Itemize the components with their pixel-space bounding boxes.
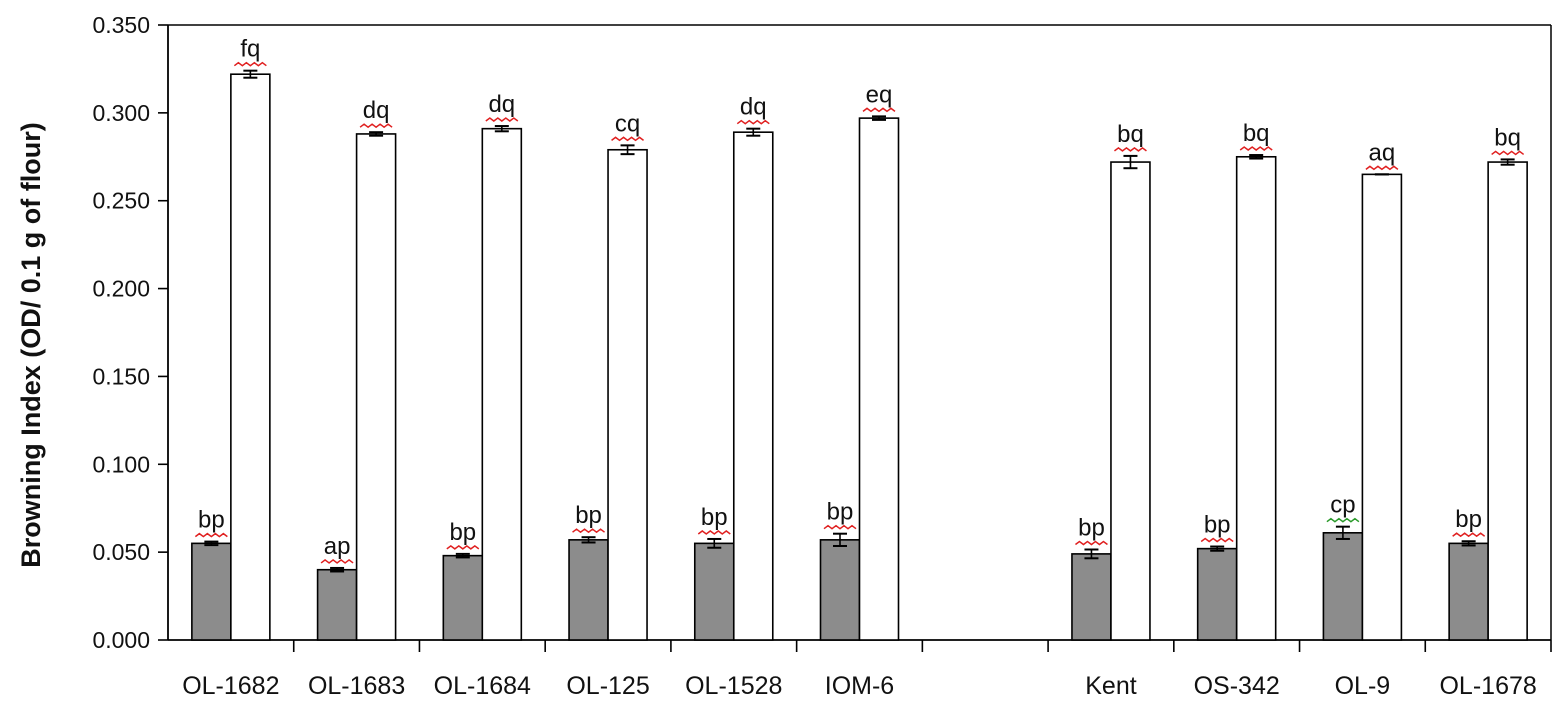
bar-white	[607, 148, 648, 641]
spellcheck-squiggle	[1200, 537, 1234, 543]
category-label: OL-1684	[434, 672, 531, 700]
significance-label: bp	[198, 507, 225, 534]
bar-gray	[191, 542, 232, 641]
spellcheck-squiggle	[359, 123, 393, 129]
spellcheck-squiggle	[572, 528, 605, 534]
category-label: OL-1528	[685, 672, 782, 700]
spellcheck-squiggle	[446, 544, 480, 550]
bar-white	[1487, 161, 1528, 641]
bar-gray	[1196, 547, 1238, 641]
spellcheck-squiggle	[823, 524, 857, 530]
bars	[191, 73, 1528, 641]
significance-label: bp	[1455, 506, 1482, 533]
significance-label: bp	[701, 504, 728, 531]
significance-label: bp	[827, 499, 854, 526]
bar-gray	[1071, 553, 1112, 641]
bar-white	[1110, 161, 1151, 641]
spellcheck-squiggle	[1239, 146, 1273, 151]
category-label: OL-1682	[182, 672, 279, 700]
spellcheck-squiggle	[194, 532, 228, 538]
significance-label: cp	[1330, 492, 1355, 519]
significance-label: dq	[363, 97, 390, 124]
significance-label: eq	[866, 81, 893, 108]
bar-white	[481, 127, 523, 641]
spellcheck-squiggle	[233, 61, 267, 67]
y-tick-label: 0.100	[92, 451, 150, 477]
error-bars	[204, 69, 1515, 573]
significance-label: fq	[240, 36, 260, 63]
category-label: OL-1678	[1439, 672, 1536, 700]
spellcheck-squiggle	[1491, 150, 1525, 156]
bar-gray	[316, 568, 358, 641]
significance-label: bp	[1078, 515, 1105, 542]
category-label: OS-342	[1194, 672, 1280, 700]
spellcheck-squiggle	[1452, 532, 1486, 538]
axes	[167, 24, 1552, 641]
bar-white	[732, 131, 774, 641]
spellcheck-squiggle	[1326, 517, 1360, 523]
category-labels: OL-1682 OL-1683 OL-1684 OL-125 OL-1528 IOM-6 K…	[182, 672, 1537, 700]
spellcheck-squiggle	[1365, 165, 1399, 171]
y-tick-label: 0.050	[92, 539, 150, 565]
bar-gray	[1448, 542, 1489, 641]
category-label: OL-125	[566, 672, 649, 700]
bar-gray	[819, 539, 861, 641]
category-label: IOM-6	[825, 672, 894, 700]
significance-label: dq	[488, 91, 515, 118]
bar-white	[858, 117, 900, 641]
significance-label: bq	[1243, 120, 1270, 147]
spellcheck-squiggle	[485, 117, 519, 122]
significance-label: aq	[1369, 139, 1396, 166]
bar-gray	[568, 539, 609, 641]
significance-label: cq	[615, 110, 640, 137]
bar-white	[230, 73, 271, 641]
bar-gray	[693, 542, 735, 641]
y-tick-label: 0.200	[92, 276, 150, 302]
spellcheck-squiggle	[697, 530, 731, 535]
spellcheck-squiggle	[862, 107, 896, 113]
spellcheck-squiggle	[1075, 540, 1108, 546]
significance-labels: bp fq ap dq bp dq bp cq bp dq bp eq bp bq bp bq cp aq bp bq	[194, 36, 1525, 564]
x-ticks	[292, 640, 1552, 652]
significance-label: ap	[324, 533, 351, 560]
bar-gray	[1322, 532, 1364, 641]
spellcheck-squiggle	[1114, 146, 1147, 152]
category-label: OL-9	[1335, 672, 1391, 700]
spellcheck-squiggle	[736, 119, 770, 125]
category-label: OL-1683	[308, 672, 405, 700]
y-tick-label: 0.250	[92, 188, 150, 214]
bar-white	[1235, 155, 1277, 641]
spellcheck-squiggle	[320, 559, 354, 564]
bar-white	[1361, 173, 1403, 641]
spellcheck-squiggle	[611, 136, 644, 142]
y-ticks: 0.000 0.050 0.100 0.150 0.200 0.250 0.300 0.350	[92, 12, 168, 653]
significance-label: bp	[575, 502, 602, 529]
y-tick-label: 0.150	[92, 363, 150, 389]
y-tick-label: 0.300	[92, 100, 150, 126]
category-label: Kent	[1085, 672, 1136, 700]
y-axis-label: Browning Index (OD/ 0.1 g of flour)	[16, 122, 46, 568]
bar-white	[355, 133, 397, 641]
significance-label: bp	[449, 519, 476, 546]
significance-label: dq	[740, 94, 767, 121]
y-tick-label: 0.000	[92, 627, 150, 653]
significance-label: bp	[1204, 512, 1231, 539]
y-tick-label: 0.350	[92, 12, 150, 38]
bar-gray	[442, 554, 484, 641]
significance-label: bq	[1117, 121, 1144, 148]
significance-label: bq	[1494, 124, 1521, 151]
